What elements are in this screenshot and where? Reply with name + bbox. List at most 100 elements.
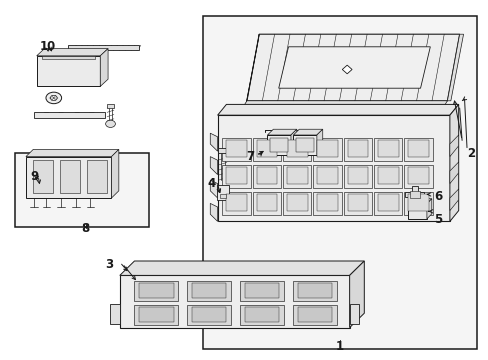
Bar bbox=[252, 165, 281, 188]
Bar bbox=[226, 140, 246, 157]
Bar bbox=[270, 138, 287, 152]
Bar bbox=[15, 153, 149, 227]
Bar bbox=[33, 160, 53, 193]
Bar bbox=[240, 281, 284, 301]
Circle shape bbox=[46, 92, 61, 104]
Polygon shape bbox=[404, 186, 424, 202]
Bar bbox=[41, 56, 95, 59]
Polygon shape bbox=[120, 261, 364, 275]
Bar bbox=[377, 194, 398, 211]
Text: 2: 2 bbox=[466, 147, 474, 159]
Polygon shape bbox=[316, 129, 322, 155]
Bar bbox=[313, 192, 341, 215]
Bar bbox=[283, 138, 311, 161]
Polygon shape bbox=[342, 65, 351, 74]
Circle shape bbox=[105, 120, 115, 127]
Text: 10: 10 bbox=[40, 40, 56, 53]
Bar bbox=[373, 165, 402, 188]
Polygon shape bbox=[210, 203, 217, 221]
Bar bbox=[317, 194, 337, 211]
Polygon shape bbox=[290, 129, 296, 155]
Bar bbox=[87, 160, 106, 193]
Bar bbox=[343, 192, 371, 215]
Polygon shape bbox=[243, 101, 447, 106]
Polygon shape bbox=[100, 49, 108, 86]
Bar bbox=[256, 167, 277, 184]
Bar bbox=[217, 115, 449, 221]
Polygon shape bbox=[449, 162, 458, 184]
Bar bbox=[286, 194, 307, 211]
Text: 1: 1 bbox=[335, 340, 343, 353]
Bar bbox=[313, 138, 341, 161]
Circle shape bbox=[74, 112, 81, 117]
Bar bbox=[347, 140, 367, 157]
Bar bbox=[347, 194, 367, 211]
Bar bbox=[187, 281, 231, 301]
Bar bbox=[293, 135, 316, 155]
Bar bbox=[404, 192, 432, 215]
Text: 5: 5 bbox=[433, 213, 442, 226]
Polygon shape bbox=[449, 189, 458, 211]
Polygon shape bbox=[426, 199, 431, 219]
Bar bbox=[37, 56, 100, 86]
Polygon shape bbox=[34, 112, 105, 118]
Polygon shape bbox=[37, 49, 108, 56]
Bar bbox=[222, 165, 250, 188]
Bar bbox=[192, 283, 226, 298]
Bar bbox=[218, 148, 227, 153]
Bar bbox=[139, 307, 173, 322]
Text: 6: 6 bbox=[433, 190, 442, 203]
Polygon shape bbox=[217, 104, 458, 115]
Bar bbox=[283, 165, 311, 188]
Bar bbox=[292, 281, 336, 301]
Bar bbox=[297, 283, 331, 298]
Bar bbox=[187, 305, 231, 325]
Polygon shape bbox=[111, 149, 119, 198]
Bar bbox=[343, 138, 371, 161]
Polygon shape bbox=[210, 180, 217, 198]
Text: 3: 3 bbox=[105, 258, 113, 271]
Polygon shape bbox=[293, 129, 322, 135]
Bar bbox=[252, 138, 281, 161]
Circle shape bbox=[58, 112, 64, 117]
Bar bbox=[244, 283, 279, 298]
Text: 4: 4 bbox=[207, 177, 215, 190]
Polygon shape bbox=[246, 34, 459, 101]
Polygon shape bbox=[110, 304, 120, 324]
Polygon shape bbox=[449, 104, 458, 221]
Bar bbox=[286, 167, 307, 184]
Bar bbox=[240, 305, 284, 325]
Bar bbox=[407, 167, 428, 184]
Bar bbox=[192, 307, 226, 322]
Bar bbox=[256, 194, 277, 211]
Bar bbox=[256, 140, 277, 157]
Bar bbox=[286, 140, 307, 157]
Polygon shape bbox=[120, 275, 349, 328]
Bar bbox=[68, 45, 139, 50]
Polygon shape bbox=[349, 261, 364, 328]
Polygon shape bbox=[244, 34, 259, 112]
Bar bbox=[134, 305, 178, 325]
Bar bbox=[313, 165, 341, 188]
Circle shape bbox=[88, 112, 95, 117]
Bar bbox=[222, 192, 250, 215]
Bar bbox=[407, 140, 428, 157]
Polygon shape bbox=[210, 157, 217, 175]
Bar bbox=[219, 194, 226, 198]
Bar bbox=[347, 167, 367, 184]
Bar bbox=[407, 204, 426, 219]
Bar bbox=[283, 192, 311, 215]
Polygon shape bbox=[26, 149, 119, 157]
Bar bbox=[373, 192, 402, 215]
Bar bbox=[296, 138, 313, 152]
Bar bbox=[203, 16, 476, 349]
Bar bbox=[267, 135, 290, 155]
Polygon shape bbox=[349, 304, 359, 324]
Polygon shape bbox=[278, 47, 429, 88]
Bar bbox=[244, 307, 279, 322]
Bar bbox=[252, 192, 281, 215]
Bar bbox=[217, 185, 228, 200]
Polygon shape bbox=[449, 135, 458, 157]
Bar bbox=[106, 104, 114, 108]
Polygon shape bbox=[407, 199, 431, 204]
